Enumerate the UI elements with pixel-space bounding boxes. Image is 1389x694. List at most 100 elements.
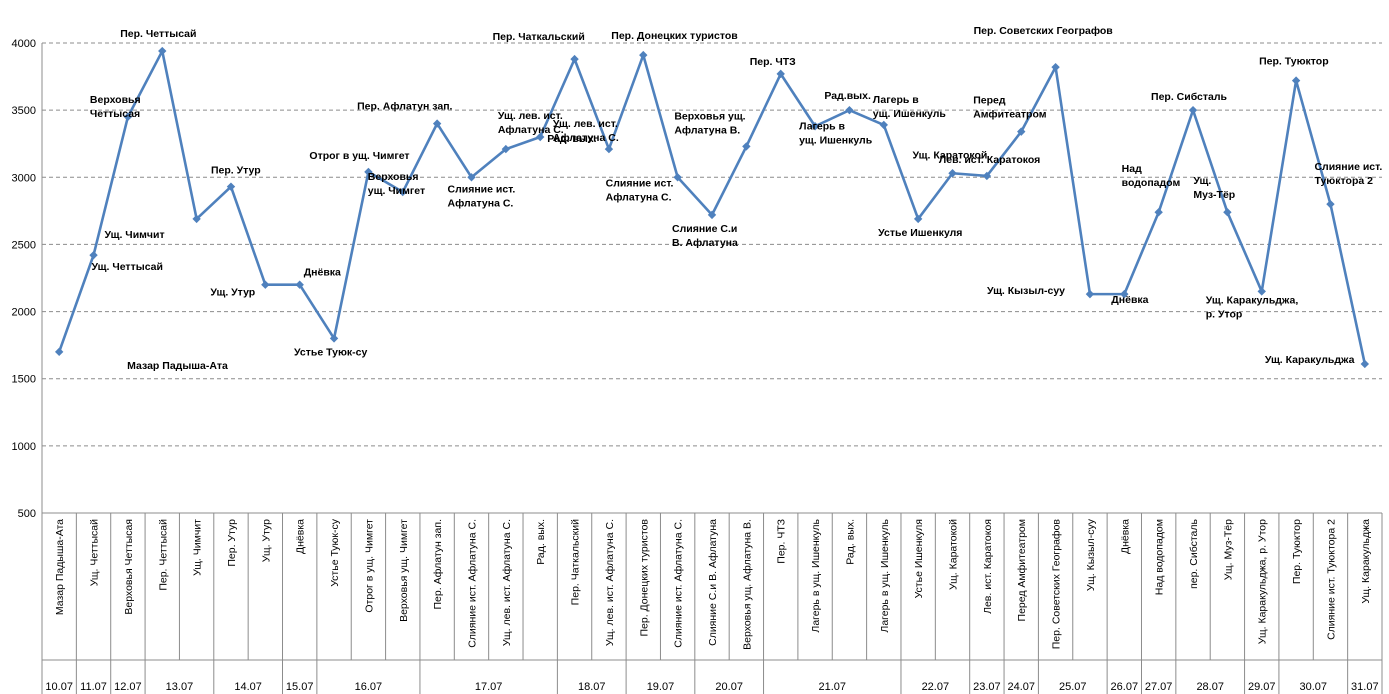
data-point (982, 171, 992, 181)
point-label: Пер. ЧТЗ (750, 56, 796, 68)
category-label: Пер. ЧТЗ (776, 519, 788, 564)
data-point (913, 214, 923, 224)
date-label: 11.07 (80, 681, 107, 693)
y-tick-label: 1000 (12, 441, 36, 453)
data-point (948, 169, 957, 178)
point-label: Ущ. Каракульджа, р. Утор (1206, 294, 1299, 320)
data-point (673, 173, 682, 182)
data-point (776, 69, 785, 79)
data-point (536, 132, 545, 142)
point-label: Днёвка (304, 267, 341, 279)
y-tick-label: 2000 (12, 307, 36, 319)
elevation-series (54, 46, 1370, 369)
point-label: Ущ. Утур (210, 287, 255, 299)
point-label: Лагерь в ущ. Ишенкуль (799, 120, 873, 146)
data-point (742, 142, 751, 151)
y-tick-label: 4000 (12, 38, 36, 50)
point-label: Пер. Чаткальский (493, 31, 585, 43)
date-label: 28.07 (1196, 681, 1224, 693)
category-label: Ущ. Кызыл-суу (1085, 518, 1097, 591)
category-label: Ущ. Каракульджа (1360, 519, 1372, 604)
point-label: Ущ. Каратокой (913, 149, 988, 161)
date-label: 17.07 (475, 681, 503, 693)
point-label: Слияние С.и В. Афлатуна (672, 223, 738, 249)
category-label: Ущ. лев. ист. Афлатуна С. (604, 519, 616, 646)
category-label: Верховья ущ. Афлатуна В. (741, 519, 753, 650)
category-label: Лев. ист. Каратокоя (982, 519, 994, 614)
category-label: Ущ. Каракульджа, р. Утор (1257, 519, 1269, 644)
date-label: 14.07 (234, 681, 262, 693)
point-label: Слияние ист. Афлатуна С. (606, 177, 674, 203)
point-label: Пер. Туюктор (1259, 56, 1329, 68)
category-label: Пер. Советских Географов (1051, 519, 1063, 650)
date-label: 13.07 (166, 681, 194, 693)
category-label: Пер. Чаткальский (570, 519, 582, 605)
category-label: Над водопадом (1154, 519, 1166, 595)
category-label: Отрог в ущ. Чимгет (363, 519, 375, 613)
category-label: Ущ. Муз-Тёр (1222, 519, 1234, 580)
point-label: Пер. Советских Географов (974, 25, 1114, 37)
point-label: Ущ. Четтысай (92, 261, 163, 273)
category-label: Устье Ишенкуля (913, 519, 925, 598)
point-label: Ущ. лев. ист. Афлатуна С. (498, 110, 564, 136)
data-point (1051, 62, 1060, 72)
category-label: Пер. Донецких туристов (638, 519, 650, 637)
date-label: 21.07 (818, 681, 846, 693)
category-label: пер. Сибсталь (1188, 518, 1200, 588)
category-label: Днёвка (295, 519, 307, 554)
data-point (1360, 359, 1370, 369)
point-label: Мазар Падыша-Ата (127, 360, 228, 372)
category-label: Верховья Четтысая (123, 519, 135, 615)
data-point (329, 334, 339, 343)
category-label: Лагерь в ущ. Ишенкуль (810, 518, 822, 632)
data-point (1154, 208, 1163, 217)
category-label: Мазар Падыша-Ата (54, 519, 66, 615)
category-label: Слияние ист. Афлатуна С. (466, 519, 478, 648)
date-label: 29.07 (1248, 681, 1276, 693)
point-label: Перед Амфитеатром (973, 95, 1047, 121)
category-label: Днёвка (1119, 519, 1131, 554)
data-point (295, 280, 304, 289)
data-point (398, 187, 407, 197)
category-label: Пер. Четтысай (157, 519, 169, 591)
point-label: Устье Ишенкуля (878, 227, 962, 239)
point-label: Верховья ущ. Афлатуна В. (674, 110, 745, 136)
point-label: Днёвка (1111, 294, 1148, 306)
point-label: Верховья Четтысая (90, 94, 141, 120)
date-label: 12.07 (114, 681, 142, 693)
point-label: Пер. Афлатун зап. (357, 101, 452, 113)
y-tick-label: 2500 (12, 239, 36, 251)
data-point (54, 347, 64, 357)
data-point (192, 214, 201, 224)
data-point (1085, 289, 1095, 299)
y-tick-label: 500 (18, 508, 36, 520)
category-label: Лагерь в ущ. Ишенкуль (879, 518, 891, 632)
data-point (432, 119, 442, 128)
data-point (639, 50, 648, 60)
point-label: Ущ. Муз-Тёр (1193, 175, 1235, 201)
date-label: 26.07 (1111, 681, 1139, 693)
date-label: 30.07 (1300, 681, 1328, 693)
date-label: 10.07 (45, 681, 73, 693)
y-tick-label: 3500 (12, 105, 36, 117)
data-point (604, 144, 614, 154)
point-labels: Мазар Падыша-Ата Ущ. Четтысай Верховья Четт… (90, 25, 1382, 372)
point-label: Отрог в ущ. Чимгет (309, 150, 409, 162)
point-label: Ущ. Кызыл-суу (987, 285, 1065, 297)
data-point (570, 54, 579, 64)
data-point (261, 280, 270, 289)
category-label: Ущ. лев. ист. Афлатуна С. (501, 519, 513, 646)
date-label: 25.07 (1059, 681, 1087, 693)
category-label: Слияние С.и В. Афлатуна (707, 519, 719, 646)
data-point (1120, 289, 1129, 299)
point-label: Рад. вых. (547, 133, 596, 145)
category-label: Пер. Туюктор (1291, 519, 1303, 584)
point-label: Слияние ист. Афлатуна С. (447, 183, 515, 209)
date-label: 31.07 (1351, 681, 1379, 693)
data-point (845, 105, 854, 115)
y-tick-label: 1500 (12, 374, 36, 386)
category-label: Ущ. Утур (260, 519, 272, 562)
data-point (707, 210, 717, 220)
category-label: Рад. вых. (844, 519, 856, 565)
